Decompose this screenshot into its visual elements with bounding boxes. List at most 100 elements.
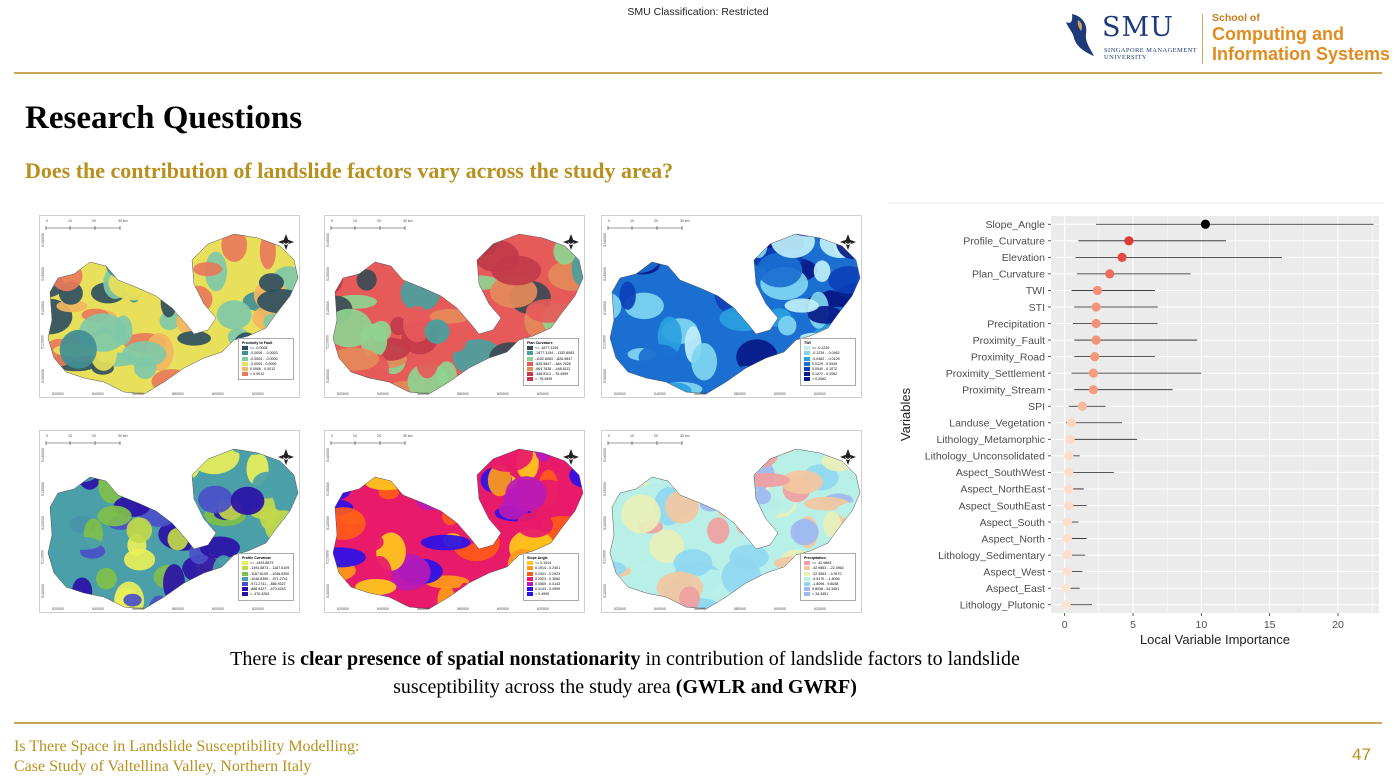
legend-swatch bbox=[804, 346, 810, 351]
legend-item: <= -1493.8873 bbox=[242, 561, 290, 566]
school-line-2: Information Systems bbox=[1212, 44, 1391, 64]
data-point bbox=[1064, 451, 1074, 461]
data-point bbox=[1091, 302, 1101, 312]
map-x-tick: 560000 bbox=[694, 392, 706, 396]
map-y-tick: 5140000 bbox=[40, 448, 45, 462]
map-x-tick: 580000 bbox=[734, 607, 746, 611]
scale-label: 0 bbox=[46, 219, 48, 223]
map-x-tick: 540000 bbox=[654, 392, 666, 396]
legend-item: -1.8096 - 9.8038 bbox=[804, 582, 852, 587]
data-point bbox=[1062, 567, 1072, 577]
y-tick-label: STI bbox=[1029, 302, 1045, 314]
legend-item: 0.2923 - 0.3560 bbox=[527, 577, 575, 582]
legend-item: -1187.6109 - -1046.8390 bbox=[242, 572, 290, 577]
factor-map: 0 10 20 30 km 520000 540000 560000 580000 600000… bbox=[601, 215, 862, 398]
factor-map: 0 10 20 30 km 520000 540000 560000 580000 600000… bbox=[39, 430, 300, 613]
legend-item: -1877.3154 - -1152.8083 bbox=[527, 351, 575, 356]
legend-swatch bbox=[804, 571, 810, 576]
map-y-tick: 5100000 bbox=[325, 584, 330, 598]
data-point bbox=[1124, 236, 1134, 246]
map-x-tick: 520000 bbox=[52, 607, 64, 611]
scale-label: 20 bbox=[377, 219, 381, 223]
smu-subtitle-1: SINGAPORE MANAGEMENT bbox=[1104, 47, 1198, 54]
legend-label: 0.1914 - 0.2401 bbox=[535, 566, 561, 571]
map-x-tick: 620000 bbox=[537, 607, 549, 611]
legend-swatch bbox=[804, 367, 810, 372]
y-tick-label: Aspect_SouthWest bbox=[956, 467, 1045, 479]
footer-line-2: Case Study of Valtellina Valley, Norther… bbox=[14, 758, 312, 775]
map-y-tick: 5110000 bbox=[325, 550, 330, 564]
map-x-tick: 560000 bbox=[417, 607, 429, 611]
logo-divider bbox=[1202, 14, 1203, 64]
legend-item: 0.0129 - 0.0540 bbox=[804, 362, 852, 367]
legend-label: > 0.0012 bbox=[250, 372, 265, 377]
legend-item: -1046.8390 - -971.2741 bbox=[242, 577, 290, 582]
legend-item: <= -1877.3154 bbox=[527, 346, 575, 351]
legend-swatch bbox=[527, 351, 533, 356]
y-tick-label: Aspect_NorthEast bbox=[960, 484, 1045, 496]
y-tick-label: Proximity_Settlement bbox=[946, 368, 1045, 380]
legend-label: <= -0.0008 bbox=[250, 346, 268, 351]
legend-item: 0.2401 - 0.2923 bbox=[527, 572, 575, 577]
legend-swatch bbox=[527, 592, 533, 597]
map-y-tick: 5140000 bbox=[325, 233, 330, 247]
map-x-tick: 600000 bbox=[212, 392, 224, 396]
smu-subtitle-2: UNIVERSITY bbox=[1104, 54, 1147, 61]
y-tick-label: Aspect_East bbox=[986, 583, 1045, 595]
legend-item: 9.8038 - 34.3451 bbox=[804, 587, 852, 592]
legend-label: 0.1072 - 0.2062 bbox=[812, 372, 838, 377]
scale-label: 10 bbox=[353, 434, 357, 438]
map-legend: Slope Angle <= 0.1914 0.1914 - 0.2401 0.240… bbox=[523, 553, 579, 601]
data-point bbox=[1064, 484, 1074, 494]
map-x-tick: 620000 bbox=[252, 392, 264, 396]
map-graphic bbox=[330, 226, 584, 395]
data-point bbox=[1090, 352, 1100, 362]
legend-label: > -470.4263 bbox=[250, 592, 270, 597]
data-point bbox=[1077, 401, 1088, 411]
legend-swatch bbox=[527, 346, 533, 351]
x-tick-label: 20 bbox=[1332, 619, 1344, 631]
data-point bbox=[1088, 368, 1098, 378]
x-tick-label: 15 bbox=[1264, 619, 1276, 631]
map-x-tick: 600000 bbox=[497, 392, 509, 396]
data-point bbox=[1062, 550, 1072, 560]
legend-label: 0.4143 - 0.4999 bbox=[535, 587, 561, 592]
legend-swatch bbox=[242, 592, 248, 597]
map-y-tick: 5110000 bbox=[40, 335, 45, 349]
legend-item: -0.1239 - -0.0462 bbox=[804, 351, 852, 356]
legend-label: 0.2923 - 0.3560 bbox=[535, 576, 561, 581]
y-tick-label: Precipitation bbox=[987, 318, 1045, 330]
y-tick-label: Aspect_South bbox=[980, 517, 1046, 529]
map-graphic bbox=[607, 226, 861, 395]
research-question: Does the contribution of landslide facto… bbox=[25, 158, 674, 183]
legend-title: Plan Curvature bbox=[527, 341, 553, 345]
legend-swatch bbox=[527, 582, 533, 587]
map-y-tick: 5100000 bbox=[602, 584, 607, 598]
map-y-tick: 5120000 bbox=[602, 301, 607, 315]
map-legend: Profile Curvature <= -1493.8873 -1493.8873… bbox=[238, 553, 294, 601]
legend-label: -42.9863 - -22.3963 bbox=[812, 566, 844, 571]
north-arrow-icon bbox=[563, 234, 579, 250]
map-x-tick: 600000 bbox=[774, 392, 786, 396]
data-point bbox=[1061, 600, 1071, 610]
legend-item: -1493.8873 - -1187.6109 bbox=[242, 566, 290, 571]
page-number: 47 bbox=[1352, 745, 1371, 764]
north-arrow-icon bbox=[840, 449, 856, 465]
scale-label: 30 km bbox=[680, 434, 690, 438]
y-tick-label: Proximity_Fault bbox=[973, 335, 1045, 347]
legend-item: -42.9863 - -22.3963 bbox=[804, 566, 852, 571]
legend-swatch bbox=[527, 356, 533, 361]
x-axis-label: Local Variable Importance bbox=[1140, 632, 1290, 647]
legend-item: 0.3560 - 0.4143 bbox=[527, 582, 575, 587]
header-rule bbox=[14, 72, 1382, 74]
legend-swatch bbox=[527, 367, 533, 372]
y-tick-label: Lithology_Plutonic bbox=[960, 600, 1045, 612]
legend-label: -0.0000 - 0.0006 bbox=[250, 361, 277, 366]
legend-label: -9.9170 - -1.8096 bbox=[812, 576, 840, 581]
scale-label: 20 bbox=[654, 434, 658, 438]
scale-label: 0 bbox=[46, 434, 48, 438]
map-legend: Precipitation <= -42.9863 -42.9863 - -22.3… bbox=[800, 553, 856, 601]
scale-bar bbox=[607, 441, 683, 445]
legend-swatch bbox=[804, 576, 810, 581]
legend-swatch bbox=[527, 571, 533, 576]
